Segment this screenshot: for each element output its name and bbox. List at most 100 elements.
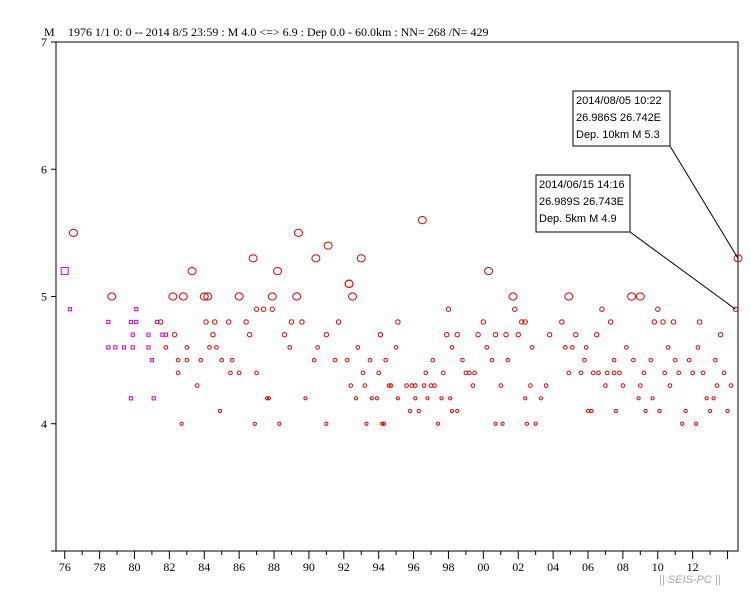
- data-point: [564, 292, 574, 301]
- data-point: [683, 408, 688, 414]
- x-axis: 76 78 80 82 84 86 88 90 92 94 96 98 00 02 04 06 08 10 12: [59, 551, 729, 574]
- y-tick-label: 6: [41, 162, 47, 176]
- data-point: [721, 370, 727, 376]
- data-point: [696, 319, 703, 325]
- x-tick-label: 06: [582, 560, 594, 574]
- data-point: [273, 266, 283, 276]
- data-point: [631, 357, 636, 363]
- x-tick-label: 98: [442, 560, 454, 574]
- seis-pc-watermark: || SEIS-PC ||: [659, 574, 721, 586]
- data-point: [149, 358, 155, 363]
- data-point: [704, 396, 709, 401]
- data-point: [686, 357, 692, 363]
- y-tick-label: 5: [41, 290, 47, 304]
- data-point: [374, 396, 380, 401]
- data-point: [198, 357, 204, 363]
- data-point: [299, 319, 305, 325]
- data-point: [311, 254, 321, 263]
- data-point: [700, 370, 706, 376]
- data-point: [293, 228, 303, 237]
- data-point: [315, 345, 320, 350]
- y-axis-letter: M: [44, 25, 55, 39]
- data-point: [184, 357, 190, 363]
- x-tick-label: 02: [512, 560, 524, 574]
- data-point: [386, 383, 392, 388]
- data-point: [203, 319, 209, 325]
- data-point: [395, 319, 401, 325]
- data-point: [323, 331, 330, 338]
- y-tick-label: 4: [41, 417, 47, 431]
- data-point: [538, 396, 544, 401]
- data-point: [214, 345, 219, 350]
- x-tick-label: 96: [408, 560, 420, 574]
- x-tick-label: 76: [59, 560, 71, 574]
- data-point: [323, 241, 333, 250]
- data-point: [199, 292, 209, 301]
- data-point: [582, 357, 587, 363]
- data-point: [121, 345, 127, 350]
- data-point: [589, 408, 594, 414]
- data-point: [725, 408, 730, 414]
- data-point: [353, 396, 359, 401]
- data-point: [512, 306, 518, 312]
- data-point: [492, 331, 499, 338]
- data-point: [243, 319, 249, 325]
- data-point: [134, 319, 139, 325]
- data-point: [303, 396, 308, 401]
- data-point: [519, 319, 525, 325]
- data-point: [599, 306, 605, 312]
- annotation-box-1: 2014/08/05 10:22 26.986S 26.742E Dep. 10…: [572, 90, 671, 147]
- data-point: [594, 331, 600, 338]
- data-point: [160, 332, 165, 337]
- data-point: [210, 331, 216, 338]
- data-point: [643, 408, 648, 414]
- data-point: [355, 345, 361, 350]
- data-point: [470, 383, 476, 388]
- data-point: [665, 345, 671, 350]
- data-point: [455, 408, 460, 414]
- data-point: [670, 319, 677, 325]
- x-tick-label: 78: [94, 560, 106, 574]
- data-point: [676, 370, 681, 376]
- data-point: [435, 421, 441, 426]
- data-point: [130, 332, 135, 337]
- data-point: [348, 292, 358, 301]
- data-point: [603, 383, 608, 388]
- data-point: [260, 306, 267, 312]
- data-point: [590, 370, 596, 376]
- data-point: [395, 396, 400, 401]
- data-point: [175, 370, 181, 376]
- data-point: [445, 306, 452, 312]
- data-point: [524, 421, 530, 426]
- data-point: [660, 319, 666, 325]
- data-point: [171, 331, 178, 338]
- data-point: [146, 332, 151, 337]
- data-point: [367, 357, 373, 363]
- data-point: [523, 396, 528, 401]
- annotation-2-line-1: 2014/06/15 14:16: [539, 179, 625, 191]
- data-point: [106, 319, 111, 325]
- data-point: [641, 370, 647, 376]
- data-point: [475, 331, 481, 338]
- data-point: [219, 357, 225, 363]
- x-tick-label: 12: [687, 560, 699, 574]
- data-point: [248, 254, 258, 263]
- data-point: [128, 396, 134, 401]
- data-point: [194, 383, 200, 388]
- data-point: [638, 383, 643, 388]
- data-point: [430, 357, 436, 363]
- data-point: [423, 370, 429, 376]
- x-tick-label: 92: [338, 560, 350, 574]
- data-point: [369, 396, 374, 401]
- data-point: [454, 331, 460, 338]
- data-point: [175, 357, 181, 363]
- data-point: [733, 254, 743, 263]
- data-point: [106, 345, 111, 350]
- data-point: [449, 345, 455, 350]
- data-point: [439, 396, 444, 401]
- annotation-1-line-1: 2014/08/05 10:22: [576, 95, 662, 107]
- data-point: [179, 421, 184, 426]
- annotation-leader-line: [669, 145, 739, 259]
- data-point: [217, 408, 223, 414]
- data-point: [381, 421, 387, 426]
